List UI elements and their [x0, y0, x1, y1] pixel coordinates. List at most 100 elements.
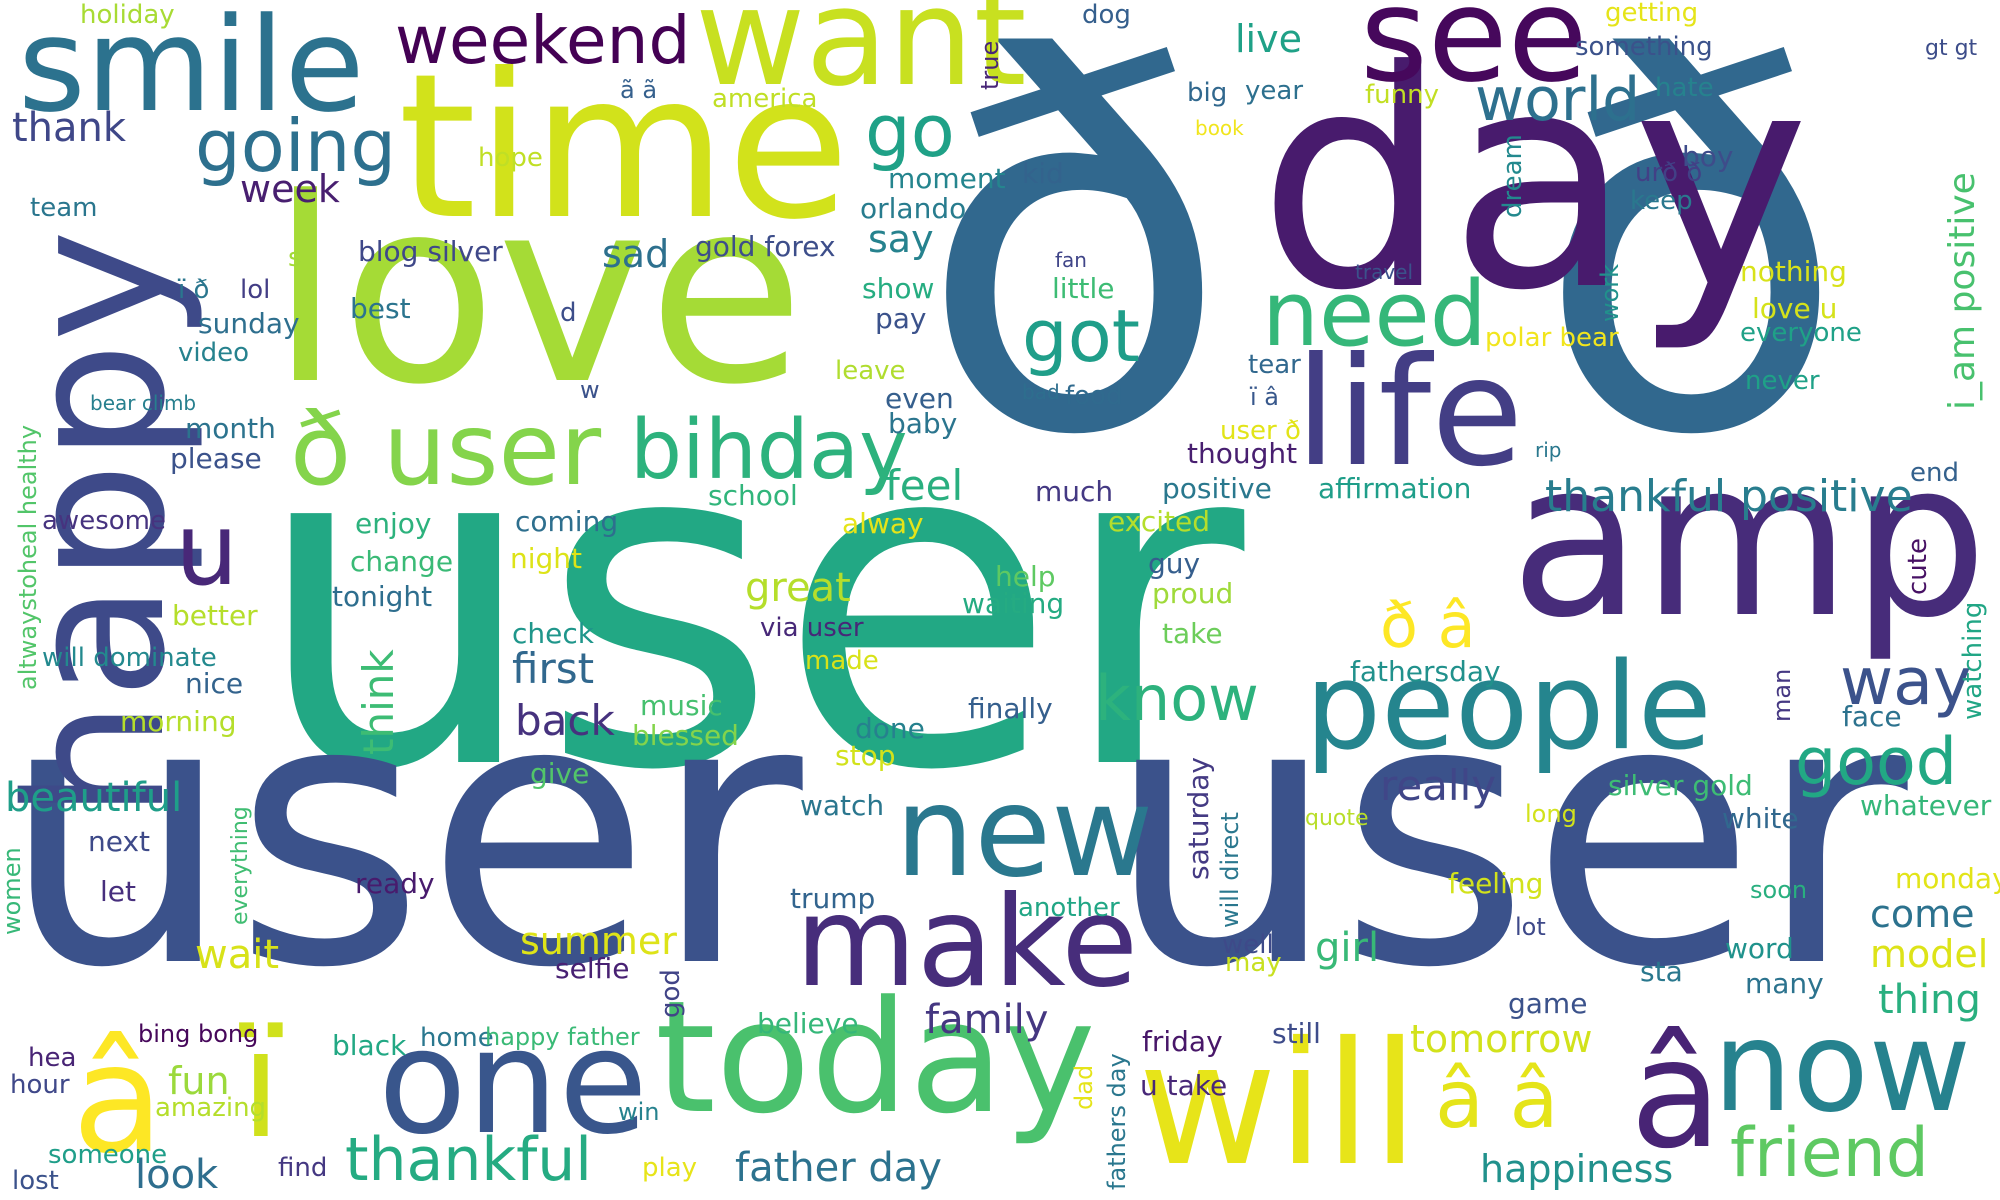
word-great: great: [745, 565, 851, 611]
word-first: first: [512, 644, 595, 693]
word-game: game: [1508, 987, 1588, 1020]
word-girl: girl: [1315, 925, 1380, 971]
word-word: word: [1725, 932, 1794, 965]
word-please: please: [170, 442, 262, 475]
word-eth-a: ð â: [1380, 589, 1476, 662]
word-happy-father: happy father: [485, 1023, 640, 1051]
word-bad: bad: [1022, 380, 1060, 404]
word-bihday: bihday: [630, 403, 908, 498]
word-video: video: [178, 338, 250, 368]
word-orlando: orlando: [860, 192, 967, 225]
word-positive: positive: [1162, 472, 1272, 505]
word-excited: excited: [1108, 505, 1210, 538]
word-end: end: [1910, 458, 1959, 488]
word-wait: wait: [195, 932, 280, 978]
word-blessed: blessed: [632, 719, 739, 752]
word-make: make: [795, 870, 1139, 1015]
word-know: know: [1095, 662, 1259, 735]
word-want: want: [695, 0, 1027, 116]
word-a-circ-1: â: [72, 1013, 164, 1187]
word-will-direct: will direct: [1216, 812, 1244, 928]
word-thankful: thankful: [345, 1125, 592, 1195]
word-really: really: [1380, 761, 1497, 810]
word-ur-eth: urð ð: [1635, 158, 1703, 188]
word-got: got: [1022, 294, 1140, 378]
word-take: take: [1162, 617, 1223, 650]
word-watch: watch: [800, 789, 885, 822]
word-year: year: [1245, 76, 1304, 106]
word-sunday: sunday: [198, 307, 300, 340]
word-travel: travel: [1355, 260, 1414, 284]
word-good: good: [1795, 725, 1958, 800]
word-lol: lol: [240, 275, 271, 305]
word-may: may: [1225, 948, 1282, 978]
word-day: day: [1258, 7, 1810, 356]
word-feeling: feeling: [1448, 867, 1544, 900]
word-baby: baby: [888, 407, 958, 440]
word-work: work: [1596, 263, 1624, 322]
word-thank: thank: [12, 105, 127, 151]
word-believe: believe: [757, 1007, 859, 1040]
word-dream: dream: [1498, 134, 1528, 218]
word-saturday: saturday: [1182, 757, 1215, 880]
word-amp: amp: [1510, 414, 1988, 665]
word-man: man: [1768, 668, 1796, 722]
word-blog-silver: blog silver: [358, 235, 503, 268]
word-thing: thing: [1878, 977, 1981, 1023]
word-pay: pay: [875, 302, 927, 335]
word-say: say: [868, 217, 934, 261]
word-hour: hour: [10, 1070, 70, 1100]
word-guy: guy: [1148, 547, 1201, 580]
word-getting: getting: [1605, 0, 1699, 28]
word-cute: cute: [1903, 538, 1933, 595]
word-music: music: [640, 689, 723, 722]
word-waiting: waiting: [962, 587, 1065, 620]
word-white: white: [1722, 802, 1799, 835]
word-see: see: [1360, 0, 1588, 111]
word-give: give: [530, 757, 590, 790]
word-friend: friend: [1730, 1114, 1929, 1193]
word-tonight: tonight: [332, 580, 433, 613]
word-school: school: [708, 479, 798, 512]
word-night: night: [510, 542, 583, 575]
word-dog: dog: [1082, 0, 1131, 30]
word-will: will: [1138, 1006, 1419, 1200]
word-quote: quote: [1305, 806, 1369, 831]
word-lot: lot: [1515, 913, 1546, 941]
word-fathersday: fathersday: [1350, 655, 1501, 688]
word-a-tilde: ã ã: [620, 76, 658, 104]
word-today: today: [655, 967, 1096, 1148]
word-holiday: holiday: [80, 0, 175, 30]
word-via-user: via user: [760, 613, 864, 643]
word-well: well: [1222, 930, 1274, 960]
word-little: little: [1052, 272, 1115, 305]
word-will-dominate: will dominate: [42, 643, 217, 673]
word-black: black: [332, 1029, 407, 1062]
word-another: another: [1018, 893, 1120, 923]
word-fan: fan: [1055, 248, 1087, 272]
word-face: face: [1842, 700, 1902, 733]
word-user-right: user: [1105, 619, 1908, 1048]
word-done: done: [855, 712, 925, 745]
word-way: way: [1840, 645, 1972, 720]
word-proud: proud: [1152, 577, 1234, 610]
word-watching: watching: [1958, 601, 1988, 720]
word-eth-user: ð user: [290, 391, 602, 508]
word-dad: dad: [1070, 1064, 1098, 1110]
word-go: go: [865, 89, 955, 173]
word-big: big: [1187, 78, 1228, 108]
word-rip: rip: [1535, 438, 1562, 462]
word-tear: tear: [1248, 350, 1301, 380]
word-kid: kid: [1022, 157, 1064, 190]
word-w: w: [580, 376, 600, 404]
word-life: life: [1295, 326, 1524, 500]
word-think: think: [354, 649, 403, 755]
word-nice: nice: [185, 667, 244, 700]
word-made: made: [805, 646, 879, 676]
word-smile: smile: [18, 0, 365, 141]
word-people: people: [1305, 638, 1712, 777]
word-live: live: [1235, 17, 1302, 61]
word-altwaystoheal-healthy: altwaystoheal healthy: [14, 424, 42, 690]
word-gt-gt: gt gt: [1925, 36, 1978, 61]
word-america: america: [712, 84, 818, 114]
